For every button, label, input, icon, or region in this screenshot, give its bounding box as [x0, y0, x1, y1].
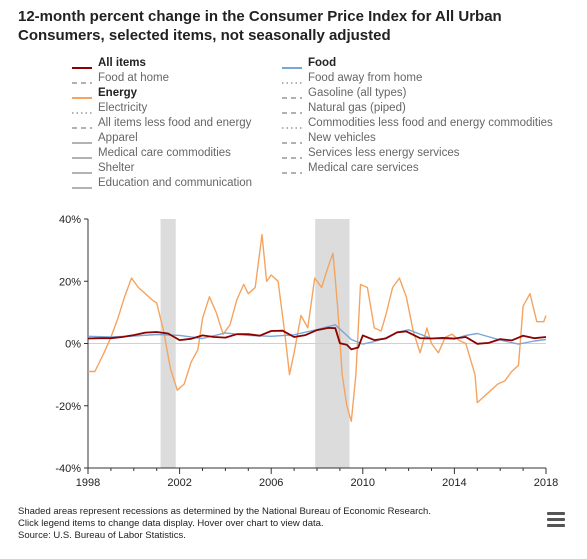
footer-source: Source: U.S. Bureau of Labor Statistics.	[18, 529, 186, 541]
legend-item[interactable]: Gasoline (all types)	[282, 85, 406, 100]
legend-symbol-icon	[72, 121, 92, 129]
y-tick-label: 20%	[59, 276, 81, 288]
legend-symbol-icon	[72, 151, 92, 159]
legend-item[interactable]: Commodities less food and energy commodi…	[282, 115, 553, 130]
y-tick-label: -40%	[55, 463, 81, 475]
legend-label: New vehicles	[308, 132, 376, 144]
x-tick-label: 2002	[167, 477, 191, 489]
legend-label: Natural gas (piped)	[308, 101, 406, 114]
series-line	[87, 324, 547, 345]
tick-labels: 40% 20% 0% -20% -40% 1998 2002 2006 2010 2014 2018	[55, 214, 558, 489]
legend-label: Food away from home	[308, 71, 423, 84]
legend-label: Services less energy services	[308, 147, 460, 160]
legend-item[interactable]: New vehicles	[282, 131, 376, 146]
footer-recession-note: Shaded areas represent recessions as det…	[18, 506, 431, 517]
legend-symbol-icon	[72, 181, 92, 189]
series-layer	[87, 233, 547, 423]
legend-symbol-icon	[282, 121, 302, 129]
legend-label: Medical care services	[308, 162, 419, 175]
legend-item[interactable]: Electricity	[72, 100, 147, 115]
legend-label: Shelter	[98, 162, 135, 175]
legend-label: Energy	[98, 86, 137, 99]
legend-label: Food	[308, 56, 337, 69]
legend-item[interactable]: Apparel	[72, 131, 138, 146]
series-line	[87, 327, 547, 351]
legend-symbol-icon	[282, 61, 302, 69]
legend-symbol-icon	[282, 106, 302, 114]
legend-label: Food at home	[98, 71, 169, 84]
chart-menu-icon[interactable]	[547, 512, 565, 528]
x-tick-label: 2006	[259, 477, 283, 489]
axis-layer	[84, 218, 547, 474]
legend-symbol-icon	[72, 106, 92, 114]
chart-title: 12-month percent change in the Consumer …	[18, 8, 502, 44]
legend-item[interactable]: Food at home	[72, 70, 169, 85]
legend-item[interactable]: Natural gas (piped)	[282, 100, 406, 115]
x-tick-label: 1998	[76, 477, 100, 489]
y-tick-label: -20%	[55, 401, 81, 413]
legend-item[interactable]: Energy	[72, 85, 137, 100]
legend-symbol-icon	[72, 61, 92, 69]
legend-symbol-icon	[72, 136, 92, 144]
legend-item[interactable]: Education and communication	[72, 176, 252, 191]
x-tick-label: 2010	[351, 477, 375, 489]
y-tick-label: 0%	[65, 339, 81, 351]
legend-item[interactable]: Food away from home	[282, 70, 422, 85]
x-tick-label: 2018	[534, 477, 558, 489]
legend-symbol-icon	[72, 166, 92, 174]
legend-label: Apparel	[98, 132, 138, 144]
legend-symbol-icon	[282, 166, 302, 174]
legend-item[interactable]: Shelter	[72, 161, 134, 176]
legend-item[interactable]: All items less food and energy	[72, 115, 251, 130]
x-tick-label: 2014	[442, 477, 466, 489]
legend-label: All items less food and energy	[98, 116, 252, 129]
legend-symbol-icon	[72, 76, 92, 84]
legend-label: All items	[98, 56, 146, 69]
legend-label: Electricity	[98, 101, 148, 114]
legend-item[interactable]: Services less energy services	[282, 146, 459, 161]
legend-item[interactable]: Food	[282, 55, 336, 70]
legend-item[interactable]: Medical care services	[282, 161, 419, 176]
y-tick-label: 40%	[59, 214, 81, 226]
line-chart[interactable]: 40% 20% 0% -20% -40% 1998 2002 2006 2010 2014 2018	[0, 205, 587, 505]
legend-symbol-icon	[282, 91, 302, 99]
legend-symbol-icon	[282, 136, 302, 144]
series-line	[88, 233, 547, 423]
legend-label: Commodities less food and energy commodi…	[308, 116, 553, 129]
legend-label: Education and communication	[98, 177, 253, 190]
legend-symbol-icon	[282, 76, 302, 84]
chart-footer: Shaded areas represent recessions as det…	[18, 506, 538, 541]
legend-label: Medical care commodities	[98, 147, 231, 160]
legend-symbol-icon	[282, 151, 302, 159]
footer-instructions: Click legend items to change data displa…	[18, 517, 324, 529]
legend-item[interactable]: All items	[72, 55, 146, 70]
legend-symbol-icon	[72, 91, 92, 99]
legend-label: Gasoline (all types)	[308, 86, 407, 99]
legend-item[interactable]: Medical care commodities	[72, 146, 231, 161]
